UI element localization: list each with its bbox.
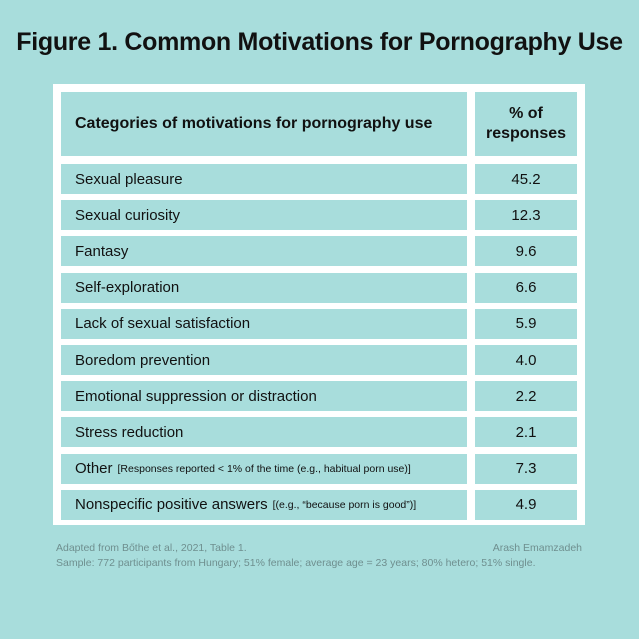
percent-value: 6.6 <box>515 279 537 297</box>
percent-value: 5.9 <box>515 315 537 333</box>
table-row-percent: 7.3 <box>475 453 577 484</box>
table-row-percent: 12.3 <box>475 200 577 231</box>
table-row-category: Other [Responses reported < 1% of the tim… <box>61 453 467 484</box>
category-note: [Responses reported < 1% of the time (e.… <box>117 462 411 475</box>
category-label: Sexual pleasure <box>75 170 183 188</box>
table-row-category: Sexual pleasure <box>61 164 467 194</box>
table-row-percent: 2.2 <box>475 381 577 412</box>
percent-value: 4.0 <box>515 351 537 369</box>
table-row-category: Boredom prevention <box>61 345 467 375</box>
header-percent-label: % of responses <box>485 105 567 142</box>
figure-title: Figure 1. Common Motivations for Pornogr… <box>16 28 623 56</box>
table-row-category: Stress reduction <box>61 417 467 448</box>
category-label: Stress reduction <box>75 423 184 441</box>
percent-value: 12.3 <box>511 206 541 224</box>
table-row-percent: 4.0 <box>475 345 577 375</box>
category-label: Boredom prevention <box>75 351 211 369</box>
category-label: Lack of sexual satisfaction <box>75 315 251 333</box>
source-note: Adapted from Bőthe et al., 2021, Table 1… <box>56 542 247 554</box>
percent-value: 45.2 <box>511 170 541 188</box>
table-row-category: Fantasy <box>61 236 467 267</box>
percent-value: 2.1 <box>515 423 537 441</box>
percent-value: 2.2 <box>515 387 537 405</box>
category-label: Self-exploration <box>75 279 180 297</box>
table-row-percent: 9.6 <box>475 236 577 267</box>
category-label: Emotional suppression or distraction <box>75 387 317 405</box>
table-row-percent: 2.1 <box>475 417 577 448</box>
category-label: Other <box>75 460 113 478</box>
header-percent-cell: % of responses <box>475 92 577 156</box>
table-row-category: Emotional suppression or distraction <box>61 381 467 412</box>
category-note: [(e.g., “because porn is good”)] <box>272 498 417 511</box>
category-label: Fantasy <box>75 242 129 260</box>
category-label: Nonspecific positive answers <box>75 496 268 514</box>
table-row-percent: 6.6 <box>475 272 577 303</box>
table-row-category: Nonspecific positive answers [(e.g., “bec… <box>61 489 467 520</box>
header-category-label: Categories of motivations for pornograph… <box>75 115 433 132</box>
table-row-category: Self-exploration <box>61 272 467 303</box>
percent-value: 9.6 <box>515 242 537 260</box>
sample-note: Sample: 772 participants from Hungary; 5… <box>56 557 536 569</box>
table-row-category: Lack of sexual satisfaction <box>61 308 467 339</box>
header-category-cell: Categories of motivations for pornograph… <box>61 92 467 156</box>
author-credit: Arash Emamzadeh <box>492 542 582 554</box>
table-row-category: Sexual curiosity <box>61 200 467 231</box>
motivations-table: Categories of motivations for pornograph… <box>53 84 585 525</box>
figure-footer: Adapted from Bőthe et al., 2021, Table 1… <box>56 541 586 571</box>
category-label: Sexual curiosity <box>75 206 181 224</box>
table-row-percent: 45.2 <box>475 164 577 194</box>
percent-value: 4.9 <box>515 496 537 514</box>
percent-value: 7.3 <box>515 460 537 478</box>
table-row-percent: 4.9 <box>475 489 577 520</box>
table-row-percent: 5.9 <box>475 308 577 339</box>
